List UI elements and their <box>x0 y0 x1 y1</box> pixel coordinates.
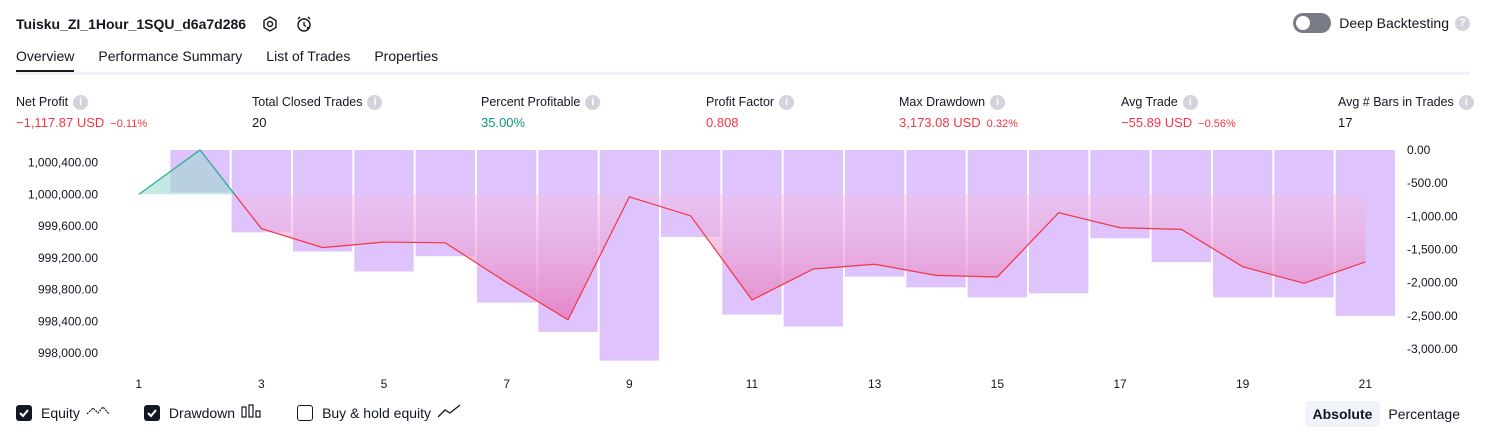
alert-clock-icon[interactable] <box>294 14 314 34</box>
metric-value: 3,173.08 USD <box>899 115 981 130</box>
metric-avg-bars-in-trades: Avg # Bars in Trades i 17 <box>1338 94 1474 130</box>
left-axis-tick-label: 998,800.00 <box>38 283 98 297</box>
equity-line-loss <box>138 194 1366 321</box>
metric-value: 20 <box>252 115 267 130</box>
settings-icon[interactable] <box>260 14 280 34</box>
metric-label: Total Closed Trades <box>252 95 363 109</box>
tab-divider <box>16 72 1470 75</box>
checkbox-unchecked-icon[interactable] <box>297 404 314 421</box>
x-axis-tick-label: 7 <box>503 377 510 391</box>
legend-label: Drawdown <box>168 404 236 421</box>
metric-label: Profit Factor <box>706 95 775 109</box>
left-axis-tick-label: 1,000,400.00 <box>28 156 98 170</box>
x-axis-tick-label: 19 <box>1236 377 1250 391</box>
metric-label: Avg # Bars in Trades <box>1338 95 1454 109</box>
bars-icon <box>241 404 263 421</box>
legend-buy-hold[interactable]: Buy & hold equity <box>297 404 461 421</box>
equity-loss-area <box>138 194 1366 320</box>
mode-percentage[interactable]: Percentage <box>1388 406 1460 422</box>
trend-line-icon <box>437 404 461 421</box>
info-icon[interactable]: i <box>585 94 601 110</box>
metric-percent-profitable: Percent Profitable i 35.00% <box>481 94 601 130</box>
tab-properties[interactable]: Properties <box>374 48 439 64</box>
metric-value: −1,117.87 USD <box>16 115 105 130</box>
info-icon[interactable]: i <box>990 94 1006 110</box>
right-axis-tick-label: -2,500.00 <box>1407 309 1458 323</box>
x-axis-tick-label: 17 <box>1113 377 1127 391</box>
strategy-header: Tuisku_ZI_1Hour_1SQU_d6a7d286 <box>16 12 314 36</box>
info-icon[interactable]: i <box>73 94 89 110</box>
metric-net-profit: Net Profit i −1,117.87 USD −0.11% <box>16 94 147 130</box>
metric-value: 35.00% <box>481 115 526 130</box>
metric-total-closed-trades: Total Closed Trades i 20 <box>252 94 383 130</box>
equity-line-icon <box>86 404 110 421</box>
x-axis-tick-label: 15 <box>991 377 1005 391</box>
right-axis-tick-label: -500.00 <box>1407 176 1448 190</box>
drawdown-bar <box>599 150 659 361</box>
deep-backtesting: Deep Backtesting ? <box>1293 13 1470 33</box>
metric-value: 17 <box>1338 115 1353 130</box>
x-axis-tick-label: 13 <box>868 377 882 391</box>
metric-value: 0.808 <box>706 115 739 130</box>
x-axis-tick-label: 9 <box>626 377 633 391</box>
metric-profit-factor: Profit Factor i 0.808 <box>706 94 795 130</box>
legend-equity[interactable]: Equity <box>16 404 110 421</box>
metric-max-drawdown: Max Drawdown i 3,173.08 USD 0.32% <box>899 94 1018 130</box>
x-axis-tick-label: 21 <box>1359 377 1373 391</box>
equity-gain-area <box>138 150 235 195</box>
metric-label: Percent Profitable <box>481 95 581 109</box>
info-icon[interactable]: i <box>1458 94 1474 110</box>
info-icon[interactable]: i <box>779 94 795 110</box>
metric-label: Net Profit <box>16 95 69 109</box>
metric-avg-trade: Avg Trade i −55.89 USD −0.56% <box>1121 94 1236 130</box>
left-axis-tick-label: 999,600.00 <box>38 219 98 233</box>
metric-label: Avg Trade <box>1121 95 1178 109</box>
tab-bar: Overview Performance Summary List of Tra… <box>16 48 462 73</box>
info-icon[interactable]: i <box>1182 94 1198 110</box>
right-axis-tick-label: -1,500.00 <box>1407 243 1458 257</box>
checkbox-checked-icon[interactable] <box>16 404 32 421</box>
scale-mode-switch: Absolute Percentage <box>1304 401 1469 427</box>
metric-label: Max Drawdown <box>899 95 986 109</box>
right-axis-tick-label: -2,000.00 <box>1407 276 1458 290</box>
left-axis-tick-label: 999,200.00 <box>38 251 98 265</box>
legend-drawdown[interactable]: Drawdown <box>143 404 263 421</box>
right-axis-tick-label: -1,000.00 <box>1407 209 1458 223</box>
tab-performance-summary[interactable]: Performance Summary <box>98 48 243 64</box>
mode-absolute[interactable]: Absolute <box>1304 401 1381 427</box>
right-axis-tick-label: 0.00 <box>1407 143 1431 157</box>
metric-percent: 0.32% <box>986 118 1018 130</box>
chart-legend: Equity Drawdown Buy & hold equity <box>16 404 495 421</box>
deep-backtesting-toggle[interactable] <box>1293 13 1332 33</box>
left-axis-tick-label: 998,400.00 <box>38 314 98 328</box>
deep-backtesting-label: Deep Backtesting <box>1339 15 1449 31</box>
strategy-name: Tuisku_ZI_1Hour_1SQU_d6a7d286 <box>16 16 247 32</box>
x-axis-tick-label: 3 <box>258 377 265 391</box>
metric-percent: −0.11% <box>110 118 148 130</box>
x-axis-tick-label: 5 <box>381 377 388 391</box>
tab-list-of-trades[interactable]: List of Trades <box>266 48 351 64</box>
left-axis-tick-label: 998,000.00 <box>38 346 98 360</box>
right-axis-tick-label: -3,000.00 <box>1407 342 1458 356</box>
metric-value: −55.89 USD <box>1121 115 1193 130</box>
legend-label: Equity <box>41 404 80 421</box>
x-axis-tick-label: 11 <box>746 377 759 391</box>
equity-drawdown-chart[interactable]: 1,000,400.00 1,000,000.00 999,600.00 999,20… <box>0 140 1486 395</box>
x-axis-tick-label: 1 <box>135 377 142 391</box>
info-icon[interactable]: i <box>367 94 383 110</box>
checkbox-checked-icon[interactable] <box>143 404 160 421</box>
help-icon[interactable]: ? <box>1455 15 1470 31</box>
metric-percent: −0.56% <box>1198 118 1236 130</box>
legend-label: Buy & hold equity <box>322 404 432 421</box>
left-axis-tick-label: 1,000,000.00 <box>28 187 98 201</box>
tab-overview[interactable]: Overview <box>16 48 75 73</box>
